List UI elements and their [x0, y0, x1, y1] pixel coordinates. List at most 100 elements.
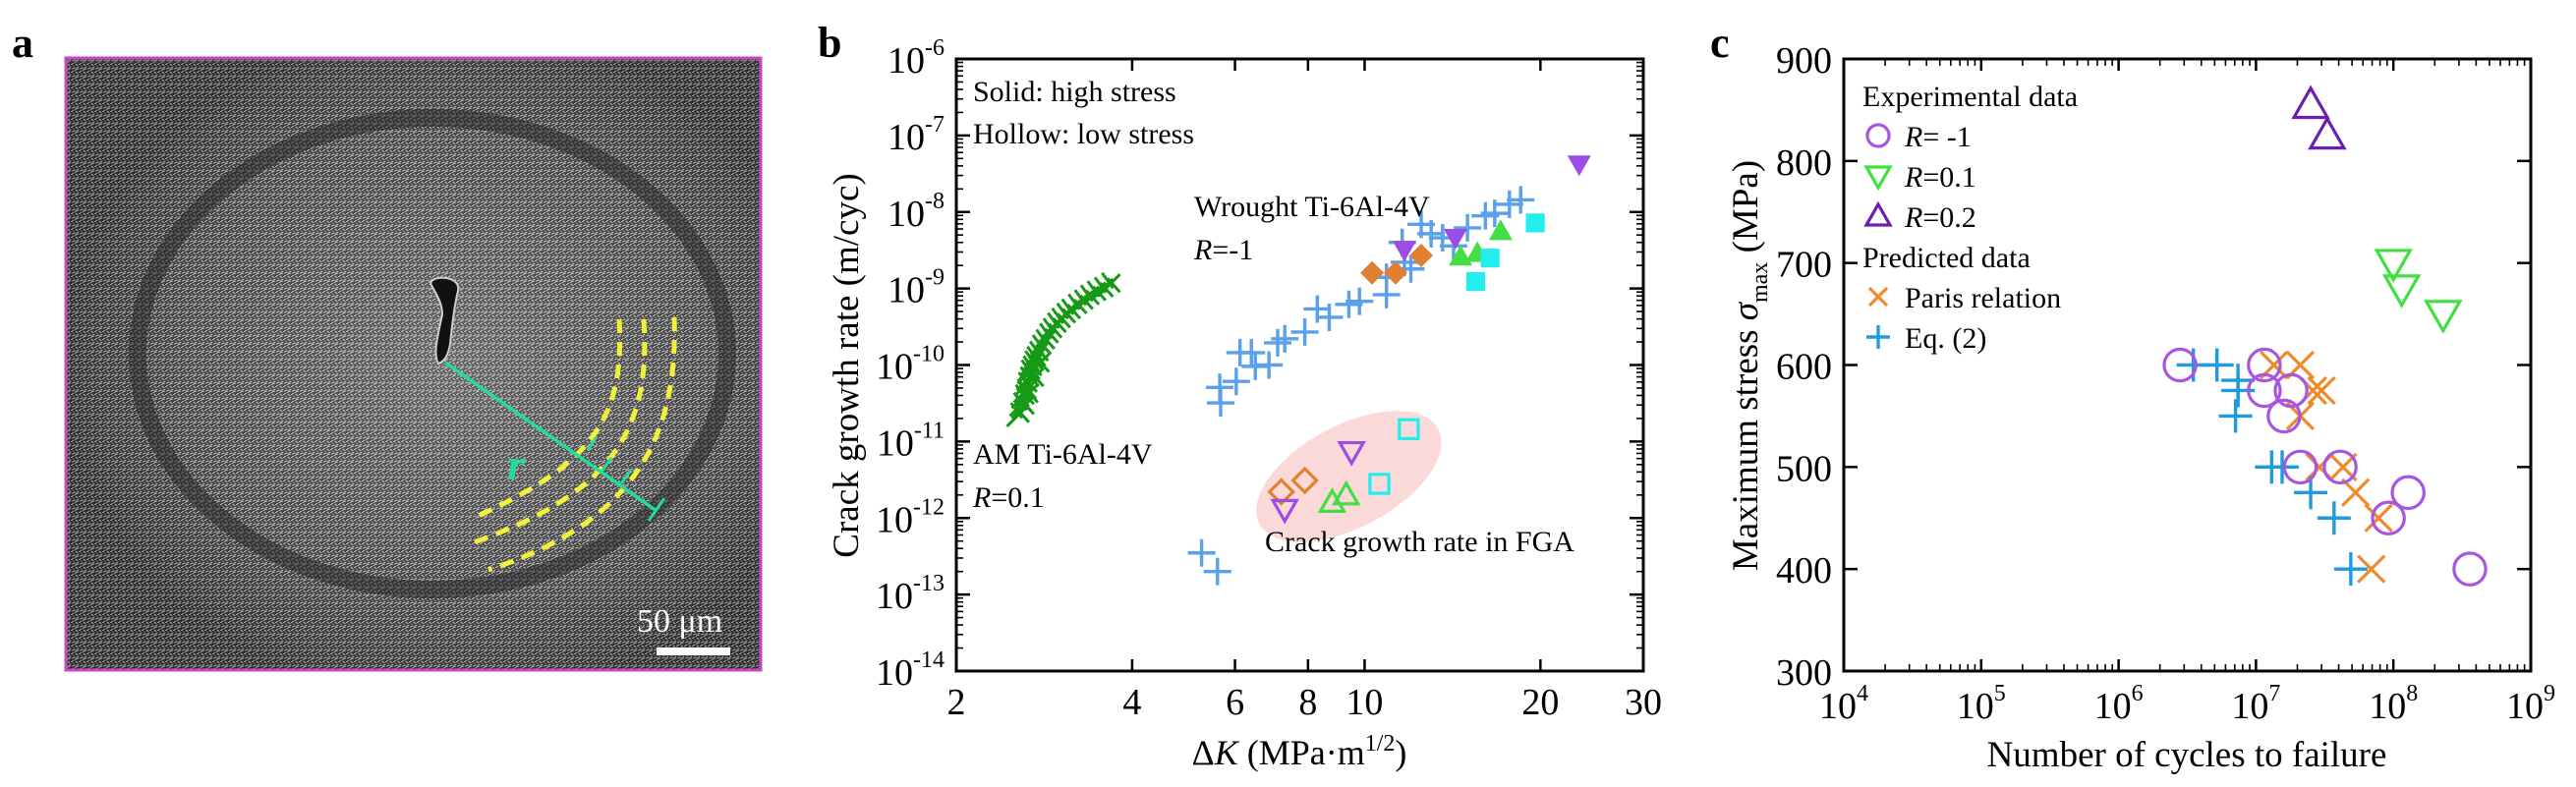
data-point	[1480, 199, 1509, 228]
series-6	[1267, 466, 1319, 506]
x-tick-label: 8	[1298, 682, 1317, 723]
data-point	[2333, 552, 2368, 587]
annotation-fga: Crack growth rate in FGA	[1265, 526, 1574, 558]
y-tick-label: 10-12	[876, 494, 945, 540]
data-point	[2266, 398, 2302, 434]
series-8	[1317, 479, 1361, 513]
data-point	[2322, 449, 2358, 485]
legend-marker	[1865, 123, 1891, 148]
data-point	[1255, 351, 1284, 379]
data-point	[1383, 260, 1407, 285]
data-point	[1417, 219, 1446, 248]
x-tick-label: 104	[1819, 681, 1868, 727]
panel-c-legend: Experimental data R= -1 R=0.1 R=0.2 Predicte…	[1862, 81, 2078, 355]
series-r-1	[2162, 347, 2488, 587]
data-point	[1014, 382, 1039, 408]
y-tick-label: 10-7	[887, 112, 945, 158]
series-9	[1368, 418, 1420, 495]
data-point	[2374, 249, 2413, 283]
series-0	[1005, 271, 1121, 427]
data-point	[1267, 478, 1295, 506]
xlabel-unit: (MPa·m	[1238, 733, 1365, 772]
data-point	[2200, 348, 2234, 382]
fga-boundary-arc-inner	[472, 318, 623, 521]
data-point	[2308, 115, 2347, 150]
data-point	[1443, 229, 1467, 251]
xlabel-sup: 1/2	[1365, 731, 1396, 757]
ylabel-post: (MPa)	[1726, 160, 1766, 262]
radius-ticks	[586, 437, 666, 522]
annotation-am-r: R=0.1	[972, 481, 1045, 514]
data-point	[1368, 473, 1391, 495]
scale-bar-label: 50 μm	[637, 603, 722, 640]
inclusion-void	[429, 276, 460, 365]
y-tick-label: 10-8	[887, 189, 945, 235]
panel-a: a r 50 μm	[12, 19, 763, 672]
panel-b-axes: 10-6 10-7 10-8 10-9 10-10 10-11 10-12 10-13 10-1…	[876, 35, 1662, 723]
data-point	[1317, 487, 1347, 513]
data-point	[1480, 249, 1500, 268]
data-point	[1525, 213, 1545, 233]
fga-highlight-ellipse	[1256, 411, 1442, 542]
y-tick-label: 10-14	[876, 647, 945, 694]
x-tick-label: 10	[1345, 682, 1383, 723]
series-r-0-2	[2291, 84, 2347, 150]
data-point	[2381, 274, 2422, 309]
data-point	[1206, 389, 1234, 418]
annotation-wrought: Wrought Ti-6Al-4V	[1194, 191, 1430, 223]
legend-item: R=0.1	[1863, 161, 1976, 194]
data-point	[2265, 450, 2300, 484]
panel-b-data	[1005, 155, 1591, 586]
data-point	[2371, 500, 2406, 536]
panel-b-frame	[954, 57, 1645, 673]
data-point	[1315, 303, 1344, 331]
data-point	[1025, 352, 1051, 377]
panel-b: b 10-610-710-810-910-1010-1110-1210-1310…	[818, 19, 1662, 772]
data-point	[2282, 449, 2318, 485]
panel-c-data	[2162, 84, 2488, 587]
data-point	[1409, 244, 1434, 268]
legend-label: R=0.1	[1904, 161, 1976, 194]
fga-boundary-arc-outer	[487, 316, 677, 573]
legend-item: R=0.2	[1863, 200, 1976, 234]
y-tick-label: 700	[1776, 245, 1832, 286]
data-point	[2424, 300, 2463, 334]
data-point	[1290, 466, 1319, 495]
x-tick-label: 6	[1226, 682, 1244, 723]
data-point	[2307, 375, 2336, 406]
x-tick-label: 107	[2231, 681, 2280, 727]
data-point	[1392, 241, 1416, 262]
sem-shading	[66, 58, 761, 670]
scale-bar	[657, 647, 730, 655]
data-point	[2364, 503, 2393, 533]
ylabel-pre: Maximum stress	[1726, 320, 1766, 571]
data-point	[2452, 551, 2488, 587]
x-tick-label: 30	[1625, 682, 1662, 723]
radius-tick	[600, 457, 613, 473]
data-point	[2162, 347, 2198, 383]
data-point	[2247, 372, 2282, 409]
data-point	[1495, 190, 1523, 218]
data-point	[1337, 440, 1366, 467]
data-point	[2357, 554, 2386, 584]
data-point	[1203, 557, 1231, 586]
x-tick-label: 105	[1957, 681, 2006, 727]
annotation-solid: Solid: high stress	[973, 76, 1176, 108]
data-point	[1222, 367, 1250, 396]
series-eq-2-	[2176, 348, 2368, 587]
x-tick-label: 106	[2094, 681, 2144, 727]
radius-tick	[586, 437, 598, 451]
y-tick-label: 400	[1776, 550, 1832, 591]
y-tick-label: 10-9	[887, 265, 945, 311]
x-tick-label: 2	[947, 682, 966, 723]
radius-tick	[647, 497, 666, 522]
legend-item: Eq. (2)	[1866, 322, 1986, 355]
legend-group-title: Experimental data	[1862, 81, 2078, 113]
series-3	[1392, 155, 1591, 262]
ylabel-sub: max	[1747, 262, 1773, 303]
data-point	[1567, 155, 1591, 177]
data-point	[2273, 372, 2309, 409]
data-point	[1507, 186, 1535, 214]
ylabel-sigma: σ	[1726, 301, 1766, 320]
data-point	[1465, 272, 1486, 292]
